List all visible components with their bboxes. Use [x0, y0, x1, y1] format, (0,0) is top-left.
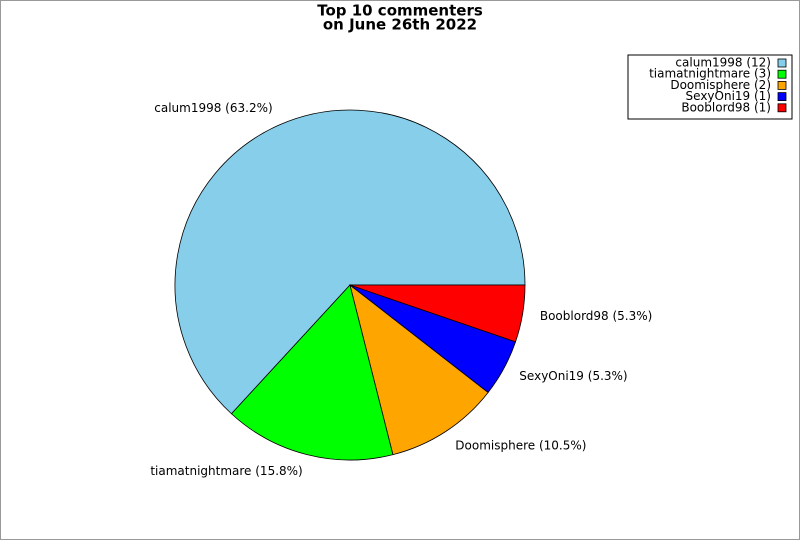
legend-swatch — [777, 58, 787, 68]
slice-label: tiamatnightmare (15.8%) — [150, 464, 302, 478]
chart-title: on June 26th 2022 — [323, 16, 477, 34]
legend-label: calum1998 (12) — [675, 56, 771, 70]
pie-slice — [174, 109, 526, 415]
legend-swatch — [777, 92, 787, 101]
pie-slice — [230, 284, 394, 461]
legend-swatch — [777, 69, 787, 79]
slice-label: Doomisphere (10.5%) — [455, 439, 586, 453]
legend-label: SexyOni19 (1) — [686, 89, 771, 103]
chart-title: Top 10 commenters — [317, 2, 483, 20]
legend-label: Booblord98 (1) — [681, 100, 771, 114]
legend-box — [627, 54, 793, 120]
slice-label: SexyOni19 (5.3%) — [519, 369, 627, 383]
slice-label: Booblord98 (5.3%) — [540, 309, 652, 323]
pie-slice — [349, 284, 526, 343]
slice-label: calum1998 (63.2%) — [154, 101, 272, 115]
legend-label: tiamatnightmare (3) — [649, 67, 771, 81]
legend-swatch — [777, 103, 787, 113]
pie-slice — [349, 283, 489, 456]
legend-label: Doomisphere (2) — [670, 78, 771, 92]
legend-swatch — [777, 81, 787, 90]
